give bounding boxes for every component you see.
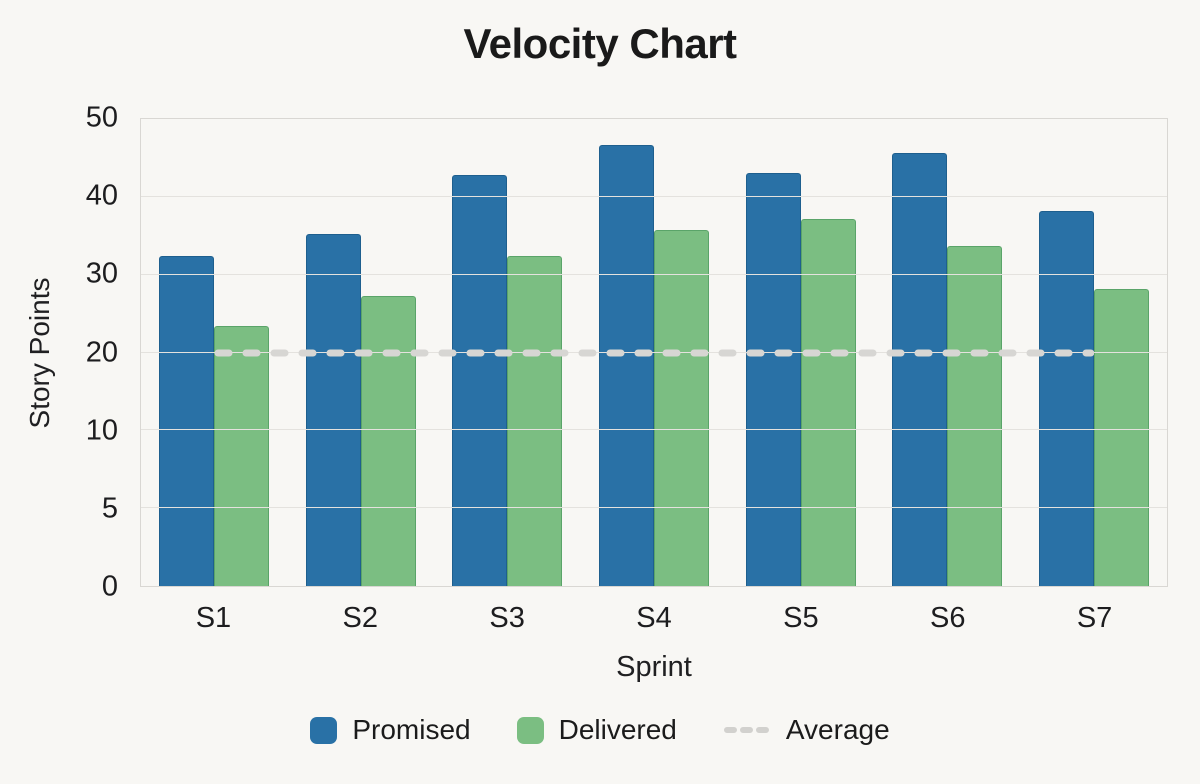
category-cell-s7 <box>1020 119 1167 586</box>
bar-promised-s3 <box>452 175 508 586</box>
category-cell-s2 <box>288 119 435 586</box>
bar-promised-s5 <box>745 173 801 586</box>
x-tick-label-s5: S5 <box>783 602 819 634</box>
y-tick-label-20: 20 <box>85 336 118 368</box>
y-tick-label-10: 10 <box>85 414 118 447</box>
average-dash-icon <box>723 727 770 733</box>
bar-delivered-s6 <box>947 245 1003 586</box>
bar-delivered-s2 <box>360 296 416 586</box>
legend-item-promised: Promised <box>310 714 471 746</box>
bar-delivered-s5 <box>800 219 856 586</box>
category-cell-s1 <box>141 119 288 586</box>
category-cell-s5 <box>727 119 874 586</box>
legend: Promised Delivered Average <box>0 714 1200 746</box>
bar-delivered-s7 <box>1093 289 1149 586</box>
y-tick-label-0: 0 <box>101 570 118 603</box>
y-tick-label-30: 30 <box>85 257 118 290</box>
category-cell-s3 <box>434 119 581 586</box>
bars-row <box>141 119 1167 586</box>
y-tick-label-40: 40 <box>85 179 118 212</box>
y-axis-tick-labels: 0 5 10 20 30 40 50 <box>0 103 118 601</box>
bar-delivered-s3 <box>507 256 563 586</box>
gridline-10 <box>141 429 1167 431</box>
x-axis-tick-labels: S1 S2 S3 S4 S5 S6 S7 <box>140 602 1168 635</box>
bar-promised-s2 <box>305 234 361 586</box>
legend-label-promised: Promised <box>352 714 471 745</box>
x-tick-label-s6: S6 <box>929 602 966 634</box>
promised-swatch-icon <box>310 716 338 744</box>
average-dash-line <box>214 349 1094 356</box>
bar-promised-s1 <box>159 256 215 586</box>
legend-label-average: Average <box>785 714 890 745</box>
chart-title: Velocity Chart <box>463 20 737 67</box>
legend-item-delivered: Delivered <box>516 714 677 746</box>
x-tick-label-s3: S3 <box>489 602 525 634</box>
legend-label-delivered: Delivered <box>558 714 677 745</box>
plot-area <box>140 118 1168 587</box>
delivered-swatch-icon <box>516 716 544 744</box>
category-cell-s6 <box>874 119 1021 586</box>
bar-promised-s6 <box>892 153 948 586</box>
gridline-20 <box>141 351 1167 353</box>
x-tick-label-s7: S7 <box>1076 602 1113 634</box>
bar-promised-s4 <box>599 145 655 586</box>
x-tick-label-s2: S2 <box>342 602 379 634</box>
category-cell-s4 <box>581 119 728 586</box>
x-tick-label-s1: S1 <box>195 602 232 634</box>
gridline-30 <box>141 273 1167 275</box>
y-tick-label-50: 50 <box>85 101 118 134</box>
bar-promised-s7 <box>1038 210 1094 586</box>
x-tick-label-s4: S4 <box>636 602 672 634</box>
gridline-5 <box>141 507 1167 509</box>
x-axis-title: Sprint <box>616 651 692 683</box>
bar-delivered-s1 <box>214 326 270 586</box>
bar-delivered-s4 <box>654 230 710 586</box>
gridline-40 <box>141 195 1167 197</box>
y-tick-label-5: 5 <box>101 492 118 525</box>
legend-item-average: Average <box>723 714 890 746</box>
